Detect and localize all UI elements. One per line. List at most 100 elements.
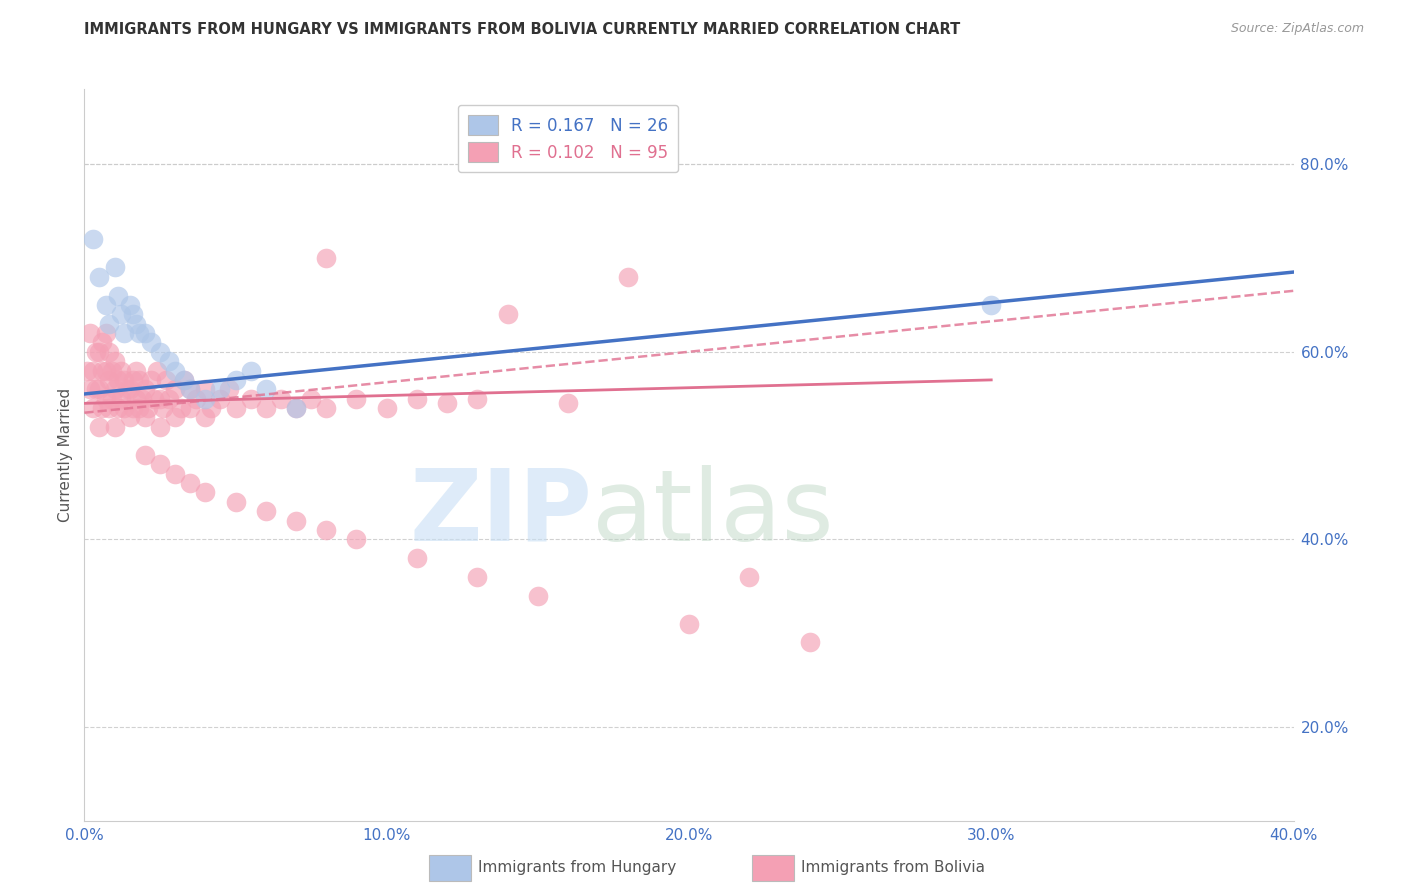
- Text: Immigrants from Hungary: Immigrants from Hungary: [478, 861, 676, 875]
- Point: [128, 326, 150, 340]
- Point: [91, 363, 114, 377]
- Y-axis label: Currently Married: Currently Married: [58, 388, 73, 522]
- Point: [134, 448, 156, 462]
- Point: [496, 307, 519, 321]
- Point: [104, 382, 127, 396]
- Point: [121, 307, 143, 321]
- Point: [346, 392, 368, 406]
- Point: [89, 269, 111, 284]
- Point: [94, 392, 117, 406]
- Point: [467, 392, 489, 406]
- Point: [179, 382, 201, 396]
- Point: [284, 514, 308, 528]
- Point: [86, 382, 108, 396]
- Point: [678, 616, 700, 631]
- Point: [82, 363, 104, 377]
- Point: [239, 392, 262, 406]
- Point: [107, 288, 129, 302]
- Point: [107, 373, 129, 387]
- Point: [155, 373, 177, 387]
- Point: [94, 363, 117, 377]
- Legend: R = 0.167   N = 26, R = 0.102   N = 95: R = 0.167 N = 26, R = 0.102 N = 95: [458, 105, 678, 172]
- Point: [139, 335, 162, 350]
- Point: [194, 485, 217, 500]
- Point: [186, 392, 208, 406]
- Point: [118, 382, 141, 396]
- Point: [86, 344, 108, 359]
- Point: [980, 298, 1002, 312]
- Point: [125, 363, 148, 377]
- Point: [799, 635, 821, 649]
- Point: [97, 401, 120, 415]
- Point: [112, 401, 135, 415]
- Point: [134, 382, 156, 396]
- Point: [79, 382, 101, 396]
- Point: [76, 363, 98, 377]
- Point: [239, 363, 262, 377]
- Point: [94, 326, 117, 340]
- Text: IMMIGRANTS FROM HUNGARY VS IMMIGRANTS FROM BOLIVIA CURRENTLY MARRIED CORRELATION: IMMIGRANTS FROM HUNGARY VS IMMIGRANTS FR…: [84, 22, 960, 37]
- Point: [225, 401, 247, 415]
- Point: [375, 401, 398, 415]
- Point: [225, 495, 247, 509]
- Point: [467, 570, 489, 584]
- Point: [142, 392, 165, 406]
- Point: [179, 476, 201, 491]
- Point: [112, 373, 135, 387]
- Point: [346, 533, 368, 547]
- Point: [179, 401, 201, 415]
- Point: [100, 392, 122, 406]
- Point: [194, 382, 217, 396]
- Point: [89, 382, 111, 396]
- Point: [406, 551, 429, 566]
- Point: [136, 401, 159, 415]
- Point: [738, 570, 761, 584]
- Text: Source: ZipAtlas.com: Source: ZipAtlas.com: [1230, 22, 1364, 36]
- Point: [139, 373, 162, 387]
- Point: [89, 419, 111, 434]
- Point: [157, 392, 180, 406]
- Point: [163, 467, 186, 481]
- Point: [173, 373, 195, 387]
- Point: [194, 410, 217, 425]
- Point: [146, 363, 169, 377]
- Point: [112, 326, 135, 340]
- Point: [225, 373, 247, 387]
- Point: [149, 419, 172, 434]
- Point: [157, 354, 180, 368]
- Point: [104, 260, 127, 275]
- Point: [284, 401, 308, 415]
- Point: [91, 401, 114, 415]
- Text: ZIP: ZIP: [409, 465, 592, 562]
- Point: [128, 401, 150, 415]
- Point: [315, 401, 337, 415]
- Point: [97, 344, 120, 359]
- Point: [82, 232, 104, 246]
- Point: [110, 392, 132, 406]
- Point: [100, 363, 122, 377]
- Point: [121, 373, 143, 387]
- Point: [149, 458, 172, 472]
- Point: [91, 335, 114, 350]
- Point: [406, 392, 429, 406]
- Point: [82, 401, 104, 415]
- Point: [149, 344, 172, 359]
- Point: [121, 401, 143, 415]
- Point: [254, 401, 277, 415]
- Point: [170, 401, 193, 415]
- Point: [194, 392, 217, 406]
- Point: [125, 392, 148, 406]
- Point: [209, 392, 232, 406]
- Point: [131, 392, 153, 406]
- Point: [617, 269, 640, 284]
- Point: [163, 382, 186, 396]
- Point: [118, 410, 141, 425]
- Point: [149, 392, 172, 406]
- Point: [97, 373, 120, 387]
- Point: [97, 317, 120, 331]
- Point: [110, 307, 132, 321]
- Point: [163, 363, 186, 377]
- Point: [104, 354, 127, 368]
- Point: [526, 589, 548, 603]
- Point: [173, 373, 195, 387]
